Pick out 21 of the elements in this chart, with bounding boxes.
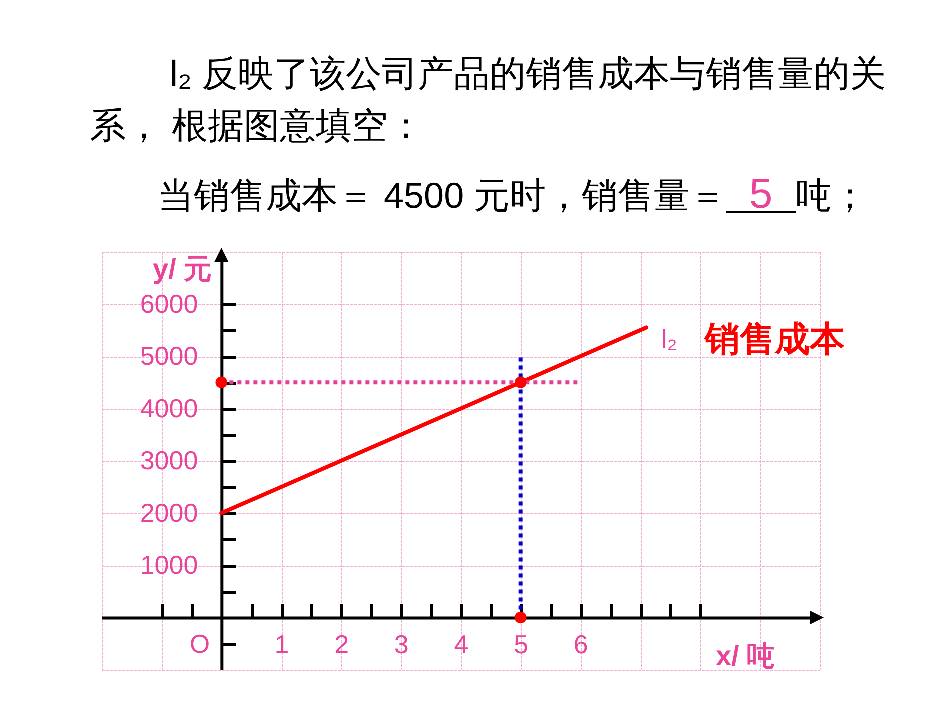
y-tick-label: 6000 (140, 288, 198, 319)
text: 吨； (796, 175, 868, 216)
x-tick-label: 2 (334, 629, 350, 660)
y-tick-label: 2000 (140, 498, 198, 528)
chart-title: l₂ 反映了该公司产品的销售成本与销售量的关系， 根据图意填空： (90, 52, 887, 148)
x-tick-label: 4 (454, 629, 469, 660)
annotation: O (190, 629, 210, 659)
x-tick-label: 5 (514, 629, 529, 660)
x-axis-title: x/ 吨 (716, 640, 776, 672)
x-tick-label: 6 (574, 629, 588, 660)
y-tick-label: 1000 (140, 550, 198, 580)
chart-subtitle: 当销售成本＝ 4500 元时，销售量＝ (158, 175, 726, 216)
y-tick-label: 5000 (140, 341, 198, 371)
text: 5 (748, 170, 774, 217)
y-axis-title: y/ 元 (153, 254, 212, 284)
series-label: l₂ (661, 324, 678, 354)
annotation: 销售成本 (703, 320, 845, 359)
y-tick-label: 3000 (140, 446, 198, 476)
x-tick-label: 3 (394, 629, 409, 660)
y-tick-label: 4000 (140, 393, 198, 424)
x-tick-label: 1 (274, 629, 290, 660)
